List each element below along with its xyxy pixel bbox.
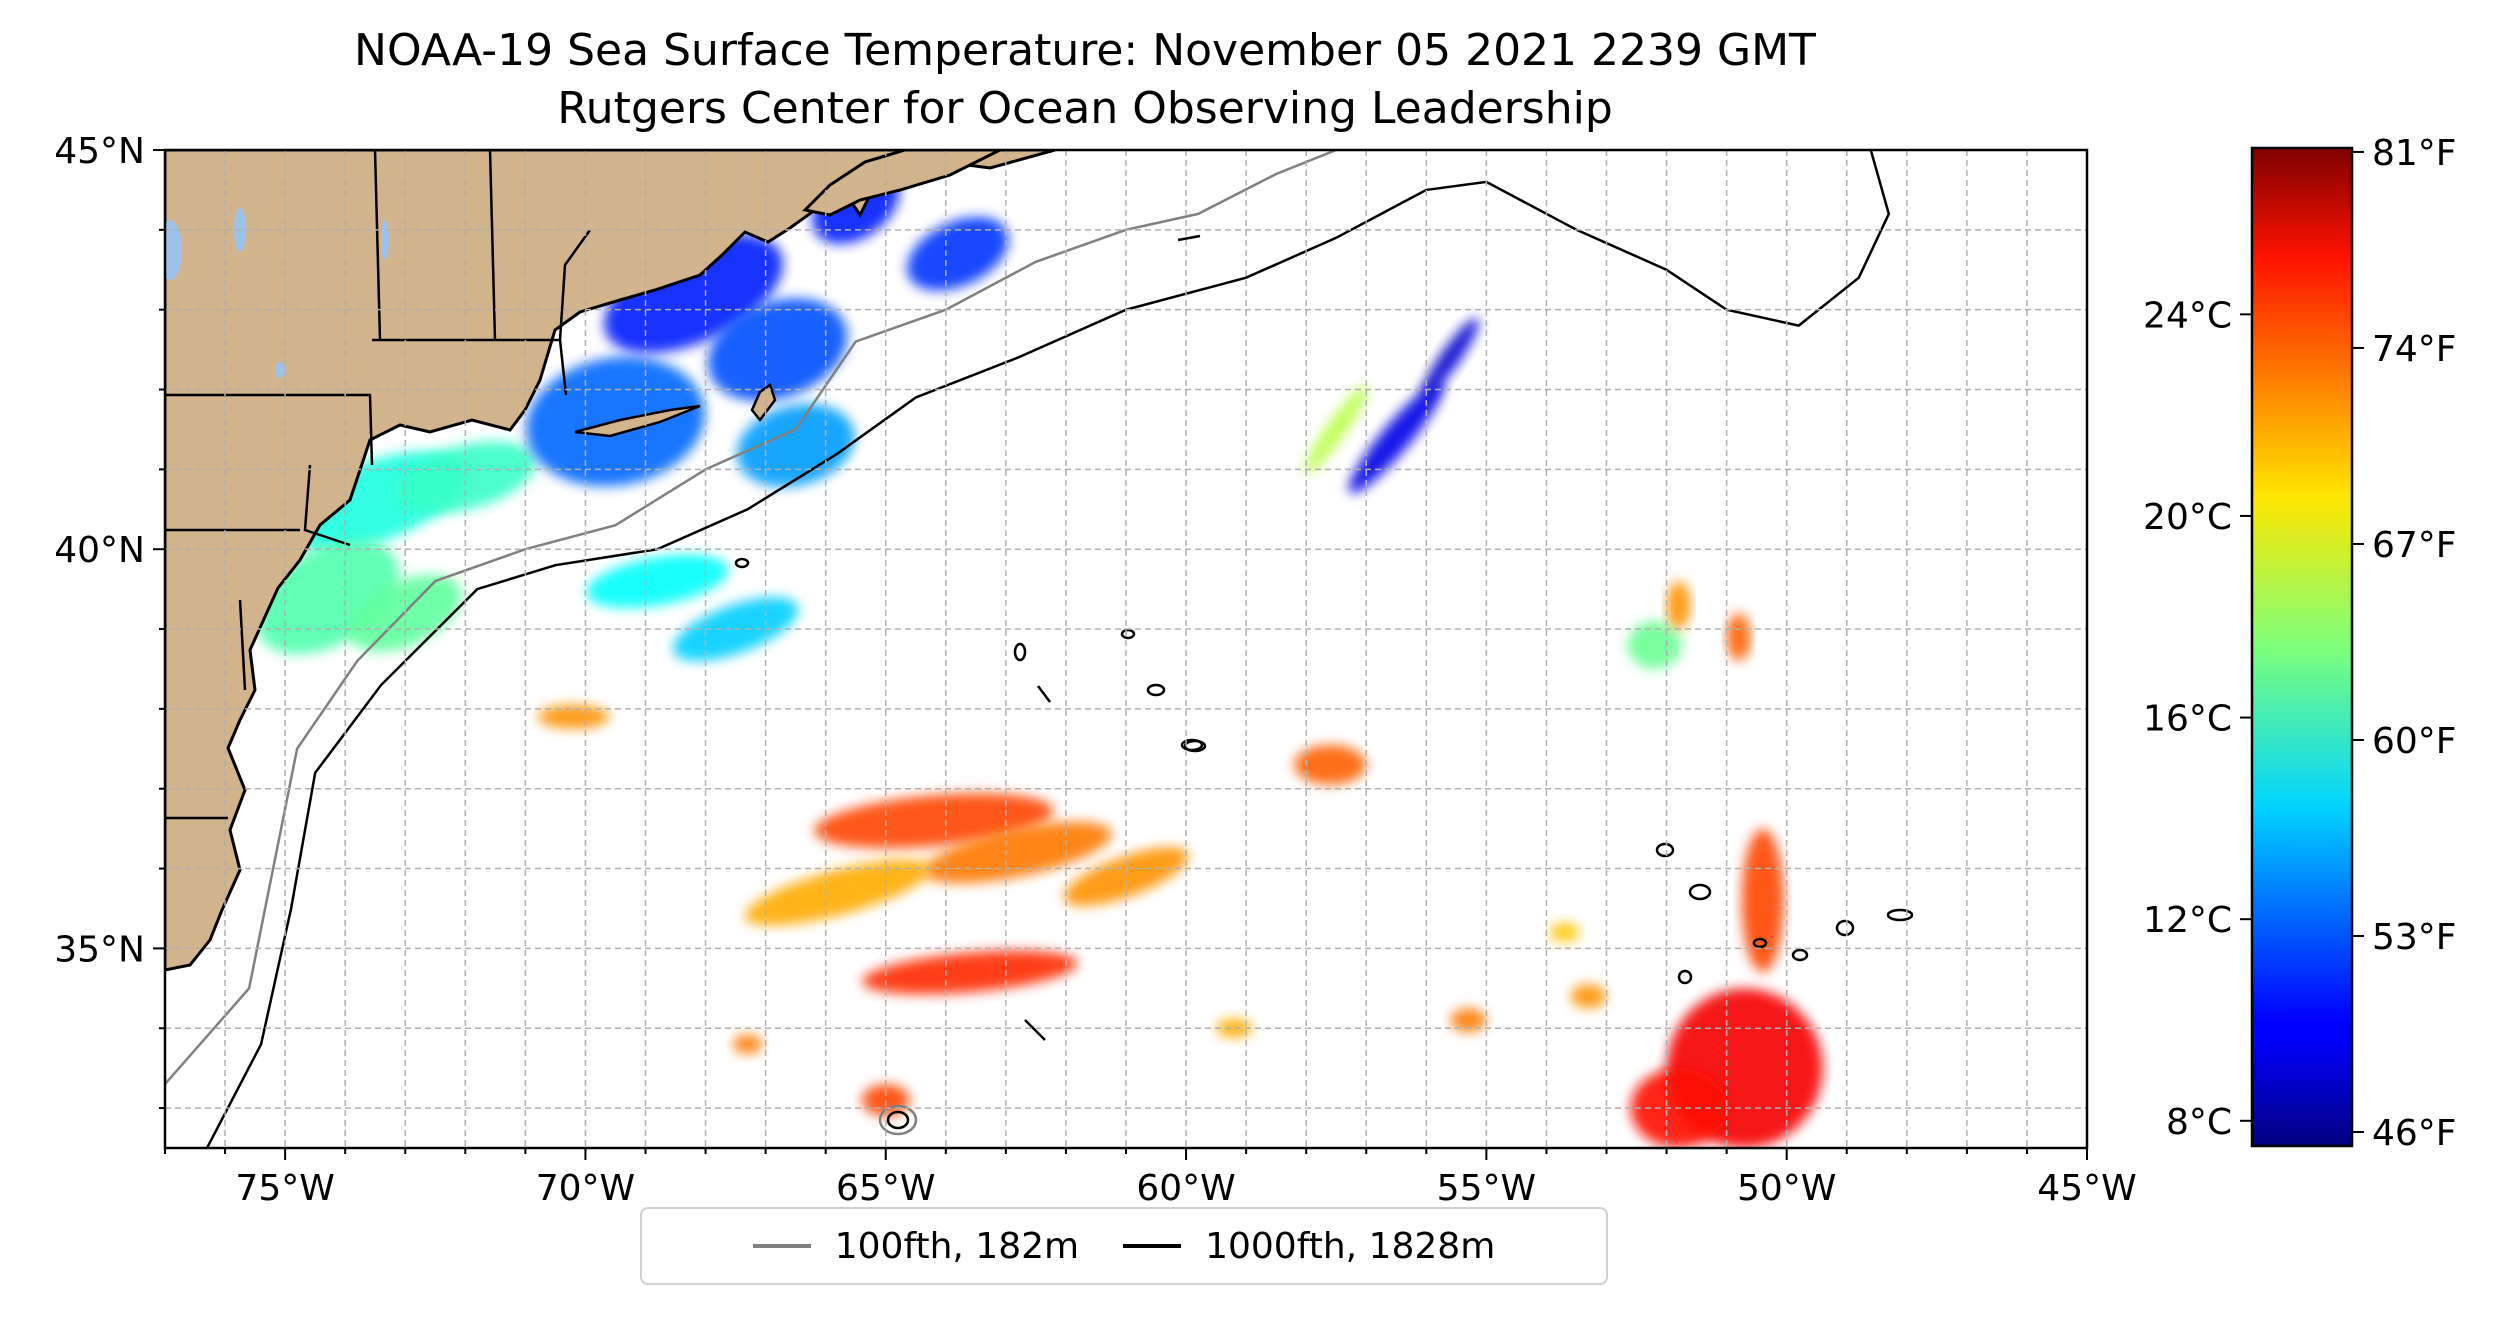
- colorbar-gradient: [2250, 146, 2354, 1148]
- sst-patch: [1726, 613, 1751, 661]
- sst-patch: [395, 441, 536, 514]
- fahrenheit-tick-label: 53°F: [2372, 917, 2457, 958]
- lon-tick-label: 55°W: [1437, 1168, 1536, 1209]
- lon-tick-label: 50°W: [1737, 1168, 1836, 1209]
- legend-item-1000fth: 1000fth, 1828m: [1123, 1226, 1495, 1267]
- gridlines: [164, 149, 2088, 1148]
- sst-patch: [537, 704, 610, 729]
- sst-patch: [1216, 1018, 1253, 1038]
- sst-patch: [1666, 581, 1691, 630]
- sst-patch: [1570, 984, 1607, 1009]
- sst-patch: [1549, 922, 1580, 943]
- celsius-tick-label: 8°C: [2166, 1102, 2232, 1143]
- sst-patch: [1627, 621, 1682, 669]
- sst-patch: [744, 859, 931, 926]
- map-title: NOAA-19 Sea Surface Temperature: Novembe…: [0, 22, 2170, 138]
- fahrenheit-tick-label: 67°F: [2372, 525, 2457, 566]
- long-island: [574, 404, 701, 438]
- lat-tick-label: 35°N: [54, 929, 145, 970]
- colorbar-ticks: 8°C 12°C 16°C 20°C 24°C 46°F 53°F 60°F 67°F 74°F 8…: [2143, 133, 2456, 1154]
- legend: 100fth, 182m 1000fth, 1828m: [640, 1207, 1608, 1285]
- sst-patch: [1304, 384, 1369, 475]
- state-borders: [165, 150, 592, 820]
- celsius-tick-label: 12°C: [2143, 900, 2232, 941]
- lat-tick-label: 45°N: [54, 131, 145, 172]
- fahrenheit-tick-label: 46°F: [2372, 1113, 2457, 1154]
- celsius-tick-label: 20°C: [2143, 497, 2232, 538]
- title-line-2: Rutgers Center for Ocean Observing Leade…: [557, 83, 1613, 134]
- sst-patch: [586, 554, 729, 608]
- lon-tick-label: 60°W: [1136, 1168, 1235, 1209]
- sst-patch: [862, 950, 1078, 995]
- seamount-contours: [734, 234, 1914, 1136]
- isobath-1000fth-line: [205, 150, 1891, 1148]
- fahrenheit-tick-label: 74°F: [2372, 329, 2457, 370]
- legend-swatch-1000fth: [1123, 1244, 1182, 1248]
- sst-patch: [907, 216, 1009, 291]
- lon-tick-label: 70°W: [536, 1168, 635, 1209]
- sst-patch: [1450, 1008, 1487, 1033]
- celsius-tick-label: 16°C: [2143, 699, 2232, 740]
- title-line-1: NOAA-19 Sea Surface Temperature: Novembe…: [354, 25, 1816, 76]
- cape-cod: [750, 383, 777, 423]
- sst-patch: [732, 1034, 763, 1054]
- nova-scotia-land: [801, 150, 1001, 217]
- fahrenheit-tick-label: 60°F: [2372, 721, 2457, 762]
- celsius-tick-label: 24°C: [2143, 295, 2232, 336]
- lon-tick-label: 75°W: [235, 1168, 334, 1209]
- sst-patch: [1294, 744, 1367, 785]
- sst-patch: [1421, 317, 1479, 398]
- fahrenheit-tick-label: 81°F: [2372, 133, 2457, 174]
- axis-ticks: 75°W 70°W 65°W 60°W 55°W 50°W 45°W 45°N 40°N 35°N: [54, 131, 2136, 1209]
- legend-label-1000fth: 1000fth, 1828m: [1205, 1225, 1496, 1267]
- lon-tick-label: 65°W: [836, 1168, 935, 1209]
- sst-patch: [1348, 381, 1444, 494]
- sst-patch: [1741, 828, 1784, 973]
- lon-tick-label: 45°W: [2037, 1168, 2136, 1209]
- legend-label-100fth: 100fth, 182m: [834, 1225, 1080, 1267]
- sst-patch: [604, 234, 783, 354]
- legend-item-100fth: 100fth, 182m: [752, 1225, 1080, 1267]
- lat-tick-label: 40°N: [54, 530, 145, 571]
- sst-patch: [1063, 847, 1189, 906]
- sst-patch: [707, 298, 848, 401]
- legend-swatch-100fth: [752, 1244, 811, 1248]
